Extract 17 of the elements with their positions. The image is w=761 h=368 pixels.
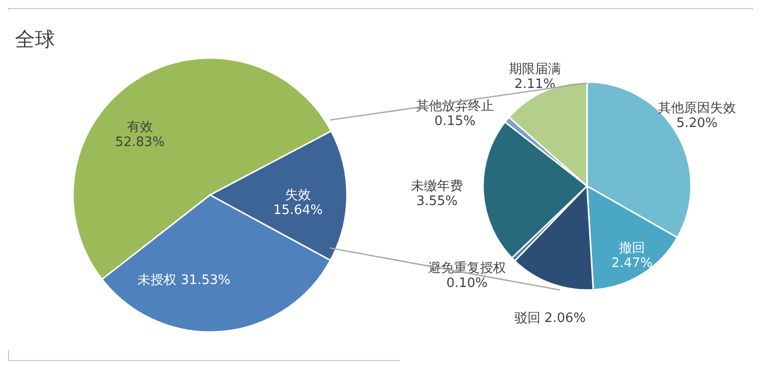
chart-title: 全球 bbox=[15, 27, 55, 51]
data-label: 2.11% bbox=[514, 77, 556, 92]
data-label: 5.20% bbox=[676, 116, 718, 131]
data-label: 0.10% bbox=[446, 276, 488, 291]
data-label: 52.83% bbox=[115, 135, 165, 150]
slice-label: 其他原因失效 bbox=[658, 101, 736, 116]
data-label: 2.47% bbox=[611, 256, 653, 271]
slice-label: 驳回 2.06% bbox=[514, 311, 586, 326]
slice-label: 有效 bbox=[127, 120, 153, 135]
slice-label: 未授权 31.53% bbox=[138, 273, 230, 288]
slice-label: 期限届满 bbox=[509, 62, 561, 77]
slice-label: 失效 bbox=[285, 188, 311, 203]
data-label: 15.64% bbox=[273, 203, 323, 218]
slice-label: 撤回 bbox=[619, 241, 645, 256]
data-label: 3.55% bbox=[416, 194, 458, 209]
data-label: 0.15% bbox=[434, 114, 476, 129]
slice-label: 未缴年费 bbox=[411, 179, 463, 194]
